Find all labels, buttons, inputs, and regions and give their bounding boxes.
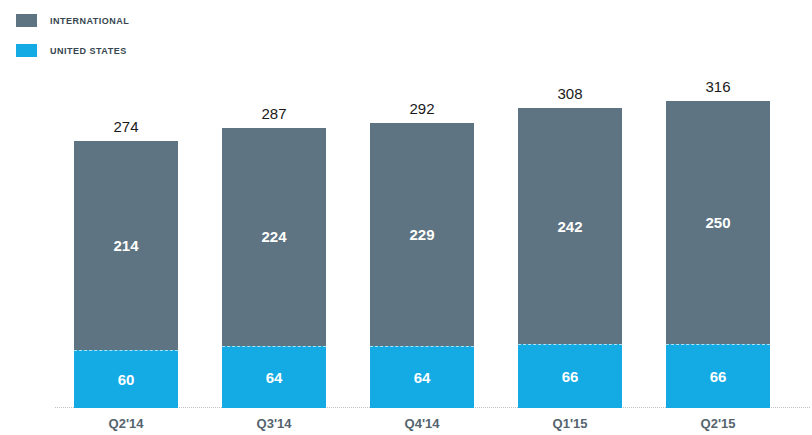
bar-total-label: 308 <box>557 85 582 102</box>
bar-segment-united-states: 64 <box>222 346 326 408</box>
bar-group: 30824266Q1'15 <box>518 85 622 408</box>
bar-segment-international: 229 <box>370 123 474 346</box>
bar-segment-united-states: 60 <box>74 350 178 408</box>
x-axis-label: Q4'14 <box>370 416 474 431</box>
x-axis-label: Q3'14 <box>222 416 326 431</box>
bar-segment-united-states: 64 <box>370 346 474 408</box>
bar-total-label: 287 <box>261 105 286 122</box>
bar-segment-international: 242 <box>518 108 622 344</box>
bar-group: 31625066Q2'15 <box>666 78 770 408</box>
plot-area: 27421460Q2'1428722464Q3'1429222964Q4'143… <box>74 78 770 408</box>
bar-total-label: 316 <box>705 78 730 95</box>
legend-label-international: INTERNATIONAL <box>50 16 129 26</box>
legend-swatch-international <box>16 14 37 27</box>
legend-label-united-states: UNITED STATES <box>50 46 127 56</box>
bar-segment-united-states: 66 <box>666 344 770 408</box>
legend: INTERNATIONAL UNITED STATES <box>16 14 129 74</box>
bar-group: 27421460Q2'14 <box>74 118 178 408</box>
bar-segment-international: 250 <box>666 101 770 344</box>
legend-item-international: INTERNATIONAL <box>16 14 129 27</box>
bar-segment-international: 214 <box>74 141 178 349</box>
bar-total-label: 292 <box>409 100 434 117</box>
bar-group: 29222964Q4'14 <box>370 100 474 408</box>
bar-segment-international: 224 <box>222 128 326 346</box>
legend-item-united-states: UNITED STATES <box>16 44 129 57</box>
x-axis-label: Q1'15 <box>518 416 622 431</box>
bar-segment-united-states: 66 <box>518 344 622 408</box>
bar-total-label: 274 <box>113 118 138 135</box>
legend-swatch-united-states <box>16 44 37 57</box>
x-axis-label: Q2'15 <box>666 416 770 431</box>
x-axis-label: Q2'14 <box>74 416 178 431</box>
bar-group: 28722464Q3'14 <box>222 105 326 408</box>
stacked-bar-chart: INTERNATIONAL UNITED STATES 274 21460 Q2'1… <box>0 0 812 435</box>
